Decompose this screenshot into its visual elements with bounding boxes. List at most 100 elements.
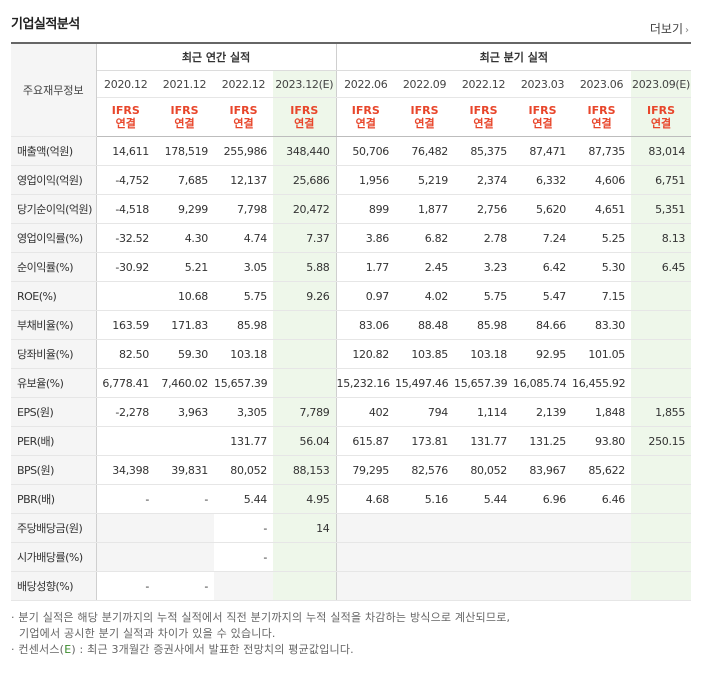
table-cell: 88,153 xyxy=(273,455,337,485)
table-row: BPS(원) 34,398 39,831 80,052 88,153 79,295 82,5… xyxy=(11,455,692,485)
row-label: 당좌비율(%) xyxy=(11,339,97,369)
footnotes: · 분기 실적은 해당 분기까지의 누적 실적에서 직전 분기까지의 누적 실적… xyxy=(11,610,510,658)
table-cell: 79,295 xyxy=(336,455,396,485)
footnote-1: · 분기 실적은 해당 분기까지의 누적 실적에서 직전 분기까지의 누적 실적… xyxy=(11,611,511,624)
table-cell: 2,756 xyxy=(454,194,514,224)
table-row: 시가배당률(%) - xyxy=(11,542,692,572)
table-cell: - xyxy=(214,542,273,572)
table-cell xyxy=(513,571,573,601)
table-cell: 6,751 xyxy=(631,165,692,195)
table-cell: 250.15 xyxy=(631,426,692,456)
table-cell: 7.24 xyxy=(513,223,573,253)
table-cell: - xyxy=(155,571,214,601)
table-cell: - xyxy=(96,571,155,601)
section-title: 기업실적분석 xyxy=(11,17,80,32)
table-row: 주당배당금(원) -14 xyxy=(11,513,692,543)
table-cell: 1,114 xyxy=(454,397,514,427)
table-cell: -4,518 xyxy=(96,194,155,224)
table-cell: 87,735 xyxy=(572,136,632,166)
table-cell: 2.78 xyxy=(454,223,514,253)
table-row: PER(배) 131.77 56.04 615.87 173.81 131.77 131.2… xyxy=(11,426,692,456)
table-cell xyxy=(631,484,692,514)
row-header-label: 주요재무정보 xyxy=(11,43,97,137)
table-cell: 92.95 xyxy=(513,339,573,369)
table-cell xyxy=(631,571,692,601)
row-label: 당기순이익(억원) xyxy=(11,194,97,224)
table-cell: 120.82 xyxy=(336,339,396,369)
table-cell: 0.97 xyxy=(336,281,396,311)
table-cell: 8.13 xyxy=(631,223,692,253)
table-cell: 173.81 xyxy=(395,426,455,456)
table-cell: 9.26 xyxy=(273,281,337,311)
annual-group-header: 최근 연간 실적 xyxy=(96,43,337,71)
table-cell: 76,482 xyxy=(395,136,455,166)
footnote-2: · 컨센서스(E) : 최근 3개월간 증권사에서 발표한 전망치의 평균값입니… xyxy=(11,643,354,656)
row-label: 시가배당률(%) xyxy=(11,542,97,572)
ifrs-header: IFRS 연결 xyxy=(96,97,155,137)
row-label: 배당성향(%) xyxy=(11,571,97,601)
table-cell: 15,657.39 xyxy=(454,368,514,398)
table-row: 부채비율(%) 163.59 171.83 85.98 83.06 88.48 85.98 8… xyxy=(11,310,692,340)
table-cell xyxy=(273,310,337,340)
table-cell: 50,706 xyxy=(336,136,396,166)
table-cell xyxy=(336,513,396,543)
table-cell: 101.05 xyxy=(572,339,632,369)
table-cell: 4,651 xyxy=(572,194,632,224)
ifrs-header: IFRS 연결 xyxy=(454,97,514,137)
table-cell: -32.52 xyxy=(96,223,155,253)
table-cell: 16,455.92 xyxy=(572,368,632,398)
table-cell: 83,014 xyxy=(631,136,692,166)
table-cell: 5.88 xyxy=(273,252,337,282)
table-cell: 83,967 xyxy=(513,455,573,485)
table-cell xyxy=(395,571,455,601)
table-cell xyxy=(572,542,632,572)
table-cell: 6,778.41 xyxy=(96,368,155,398)
table-cell: 25,686 xyxy=(273,165,337,195)
table-cell: 14 xyxy=(273,513,337,543)
table-cell: 103.18 xyxy=(454,339,514,369)
table-cell: 3,963 xyxy=(155,397,214,427)
table-cell: 103.85 xyxy=(395,339,455,369)
table-cell: 7,685 xyxy=(155,165,214,195)
row-label: 유보율(%) xyxy=(11,368,97,398)
table-cell: 1,848 xyxy=(572,397,632,427)
table-cell: 85.98 xyxy=(214,310,273,340)
table-cell xyxy=(572,513,632,543)
table-cell: 15,232.16 xyxy=(336,368,396,398)
table-cell: 4.30 xyxy=(155,223,214,253)
row-label: 부채비율(%) xyxy=(11,310,97,340)
table-cell: 4.02 xyxy=(395,281,455,311)
table-cell: -2,278 xyxy=(96,397,155,427)
table-cell xyxy=(214,571,273,601)
table-cell: 7.15 xyxy=(572,281,632,311)
table-cell: 1,855 xyxy=(631,397,692,427)
table-cell: 4,606 xyxy=(572,165,632,195)
table-cell: 93.80 xyxy=(572,426,632,456)
table-cell xyxy=(454,571,514,601)
financial-table: 주요재무정보 최근 연간 실적 최근 분기 실적 2020.12 2021.12 2… xyxy=(11,42,692,601)
table-row: PBR(배) - -5.44 4.95 4.68 5.16 5.44 6.96 6.46 xyxy=(11,484,692,514)
quarter-group-header: 최근 분기 실적 xyxy=(336,43,692,71)
table-cell: 56.04 xyxy=(273,426,337,456)
table-cell xyxy=(631,542,692,572)
table-row: 영업이익률(%) -32.52 4.30 4.74 7.37 3.86 6.82 2.78 7.… xyxy=(11,223,692,253)
table-cell: 2,374 xyxy=(454,165,514,195)
table-cell: 5.44 xyxy=(454,484,514,514)
table-cell: 5,351 xyxy=(631,194,692,224)
table-cell: 4.68 xyxy=(336,484,396,514)
row-label: 주당배당금(원) xyxy=(11,513,97,543)
table-cell: 5.75 xyxy=(454,281,514,311)
table-cell: 82.50 xyxy=(96,339,155,369)
table-row: 영업이익(억원) -4,752 7,685 12,137 25,686 1,956 5,21… xyxy=(11,165,692,195)
table-cell: 6.82 xyxy=(395,223,455,253)
table-cell: 5.16 xyxy=(395,484,455,514)
more-link[interactable]: 더보기 › xyxy=(650,20,689,37)
table-cell: 615.87 xyxy=(336,426,396,456)
ifrs-header: IFRS 연결 xyxy=(572,97,632,137)
period-header: 2022.12 xyxy=(454,70,514,98)
table-cell xyxy=(336,542,396,572)
ifrs-header: IFRS 연결 xyxy=(513,97,573,137)
table-cell: 6.46 xyxy=(572,484,632,514)
table-row: 당좌비율(%) 82.50 59.30 103.18 120.82 103.85 103.1… xyxy=(11,339,692,369)
table-cell xyxy=(454,542,514,572)
